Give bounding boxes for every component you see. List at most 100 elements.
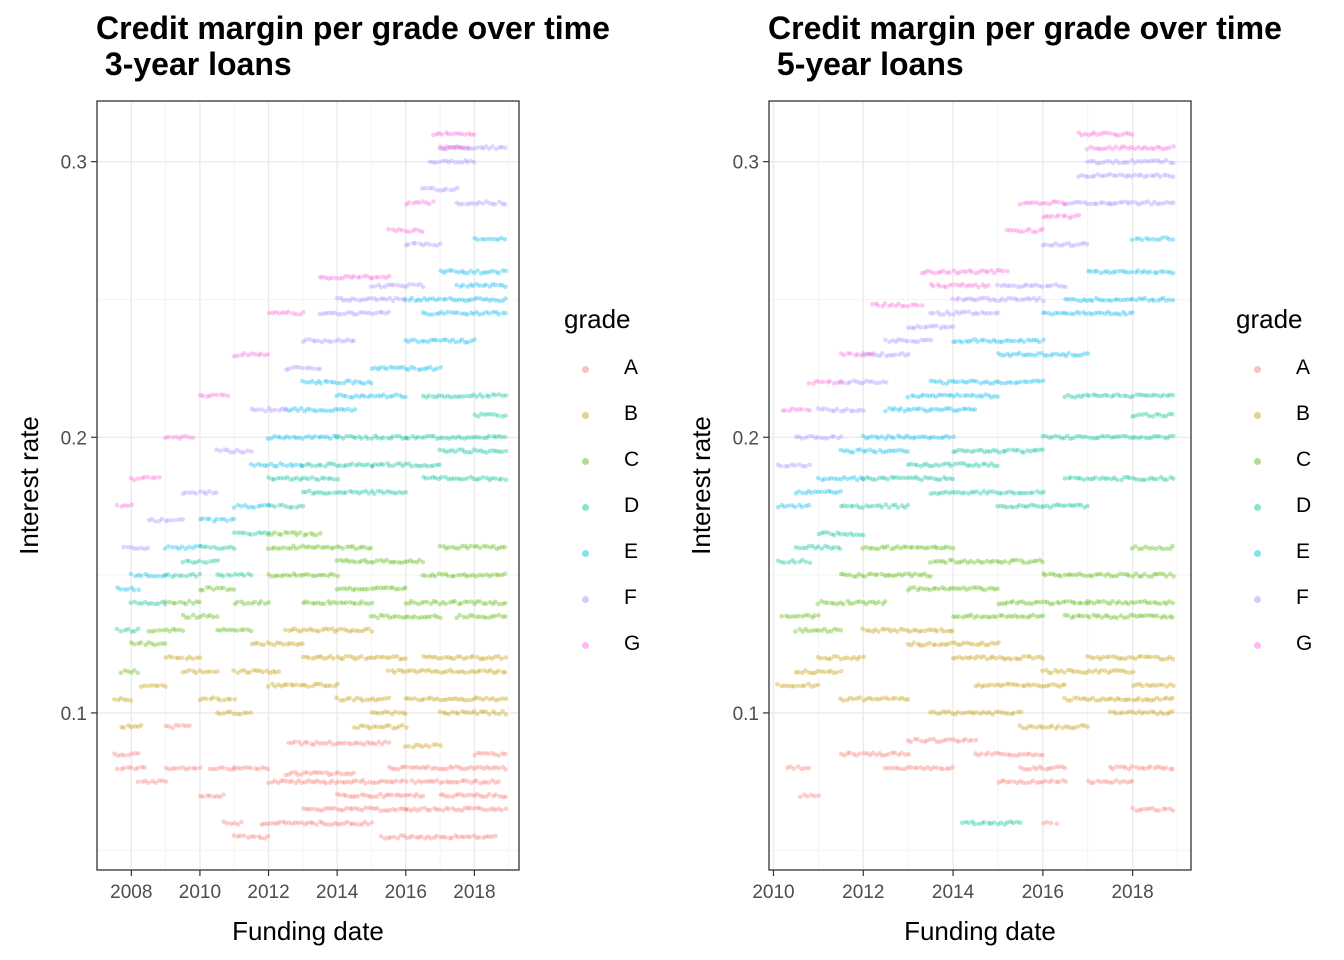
data-point — [368, 560, 374, 565]
data-point — [174, 517, 179, 523]
data-point — [290, 779, 295, 784]
data-point — [800, 614, 806, 619]
data-point — [991, 297, 996, 302]
data-point — [1082, 601, 1088, 606]
data-point — [287, 641, 293, 646]
data-point — [447, 835, 453, 841]
data-point — [386, 695, 392, 701]
data-point — [1021, 490, 1026, 496]
data-point — [397, 461, 403, 466]
data-point — [819, 598, 824, 604]
data-point — [293, 682, 299, 688]
data-point — [119, 752, 124, 758]
data-point — [1160, 546, 1165, 552]
data-point — [350, 821, 355, 826]
data-point — [854, 599, 860, 605]
data-point — [502, 202, 508, 207]
legend-item: C — [576, 439, 656, 485]
data-point — [782, 683, 787, 689]
data-point — [1005, 351, 1010, 357]
data-point — [276, 669, 282, 674]
data-point — [786, 614, 791, 620]
data-point — [339, 771, 344, 777]
data-point — [1136, 236, 1141, 241]
data-point — [461, 477, 466, 482]
data-point — [368, 296, 374, 301]
data-point — [1119, 477, 1124, 483]
data-point — [373, 741, 378, 747]
y-axis-label: Interest rate — [14, 416, 44, 555]
data-point — [401, 669, 406, 675]
data-point — [1037, 614, 1043, 619]
data-point — [346, 559, 352, 564]
data-point — [410, 282, 416, 287]
data-point — [331, 379, 337, 385]
data-point — [459, 337, 465, 342]
data-point — [1070, 435, 1076, 441]
data-point — [417, 668, 423, 674]
data-point — [1126, 146, 1132, 151]
data-point — [1074, 669, 1079, 674]
data-point — [249, 449, 254, 454]
data-point — [456, 434, 462, 439]
data-point — [1121, 433, 1126, 439]
data-point — [493, 792, 499, 798]
data-point — [1057, 601, 1062, 606]
data-point — [1125, 615, 1130, 620]
data-point — [403, 435, 409, 441]
data-point — [291, 434, 297, 440]
data-point — [1085, 724, 1090, 729]
data-point — [1149, 297, 1155, 302]
data-point — [462, 146, 467, 151]
data-point — [359, 558, 364, 564]
data-point — [489, 476, 495, 481]
data-point — [982, 284, 988, 290]
data-point — [1056, 502, 1062, 508]
data-point — [1063, 296, 1068, 302]
data-point — [449, 779, 455, 785]
data-point — [335, 627, 340, 633]
data-point — [449, 574, 455, 579]
data-point — [256, 601, 262, 606]
data-point — [1083, 573, 1089, 579]
data-point — [403, 337, 408, 343]
data-point — [477, 392, 483, 397]
data-point — [397, 433, 403, 439]
data-point — [296, 435, 302, 440]
data-point — [1069, 615, 1075, 621]
data-point — [996, 780, 1001, 785]
data-point — [948, 406, 953, 411]
data-point — [1161, 571, 1166, 577]
data-point — [832, 476, 838, 482]
data-point — [269, 574, 275, 579]
data-point — [362, 381, 368, 386]
data-point — [157, 474, 162, 480]
data-point — [891, 435, 896, 441]
series-D — [775, 392, 1176, 827]
data-point — [287, 435, 293, 440]
data-point — [472, 793, 477, 799]
data-point — [796, 407, 802, 412]
legend-item: B — [1248, 393, 1328, 439]
data-point — [899, 503, 905, 508]
data-point — [1126, 767, 1132, 772]
data-point — [163, 684, 168, 689]
data-point — [863, 544, 869, 550]
data-point — [427, 807, 433, 813]
data-point — [303, 475, 309, 481]
data-point — [1003, 490, 1008, 496]
data-point — [197, 655, 203, 660]
data-point — [299, 475, 305, 481]
data-point — [477, 435, 483, 440]
data-point — [183, 490, 188, 495]
data-point — [375, 462, 381, 468]
data-point — [274, 463, 280, 469]
data-point — [423, 668, 429, 674]
data-point — [317, 311, 323, 317]
data-point — [301, 627, 306, 632]
data-point — [285, 475, 290, 480]
data-point — [926, 436, 932, 441]
data-point — [826, 656, 831, 662]
data-point — [294, 312, 299, 317]
data-point — [322, 491, 327, 496]
